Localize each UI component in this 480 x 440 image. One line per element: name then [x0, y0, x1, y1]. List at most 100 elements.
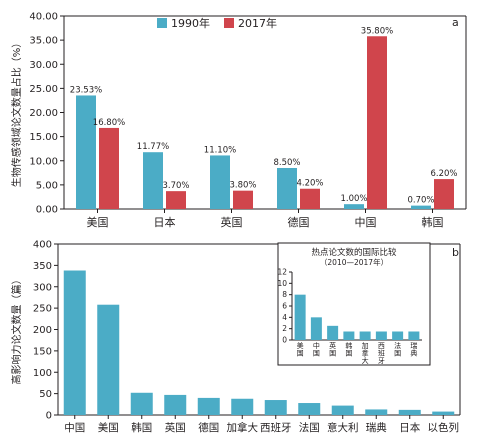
inset-x-tick-char: 班: [378, 349, 385, 358]
panel-a-data-label: 6.20%: [430, 169, 457, 179]
panel-a-bar: [367, 36, 387, 209]
panel-b-x-tick-label: 以色列: [428, 421, 460, 434]
panel-b-y-tick-label: 250: [33, 304, 52, 315]
panel-b-bar: [264, 400, 287, 415]
inset-x-tick-char: 国: [297, 350, 304, 358]
inset-x-tick-char: 大: [362, 356, 369, 365]
inset-y-tick-label: 2: [282, 324, 287, 333]
panel-b-bar: [432, 411, 455, 415]
panel-b-bar: [298, 403, 321, 415]
panel-b-y-tick-label: 50: [39, 389, 52, 400]
panel-a-data-label: 16.80%: [93, 118, 125, 128]
panel-a-bar: [434, 179, 454, 209]
panel-b-x-tick-label: 西班牙: [260, 422, 292, 434]
inset-bar: [392, 331, 404, 340]
panel-b-bar: [130, 392, 153, 415]
inset-x-tick-label: 韩国: [345, 341, 352, 358]
inset-x-tick-char: 加: [362, 341, 369, 350]
panel-a-x-tick-label: 美国: [87, 216, 109, 229]
inset-x-tick-label: 英国: [329, 341, 336, 358]
panel-b-y-tick-label: 100: [33, 368, 52, 379]
panel-b-letter: b: [452, 246, 459, 259]
panel-a-bar: [143, 152, 163, 209]
inset-x-tick-char: 法: [394, 341, 401, 350]
inset-subtitle: （2010—2017年）: [320, 257, 388, 267]
panel-a-x-tick-label: 英国: [221, 215, 243, 229]
panel-b-bar: [398, 409, 421, 415]
inset-x-tick-char: 牙: [378, 357, 385, 365]
inset-x-tick-char: 国: [345, 350, 352, 358]
panel-a-data-label: 23.53%: [70, 85, 102, 95]
inset-y-tick-label: 8: [282, 290, 287, 299]
panel-a-bar: [233, 190, 253, 209]
panel-a-data-label: 3.70%: [162, 181, 189, 191]
inset-bar: [343, 331, 355, 340]
panel-a-data-label: 11.77%: [137, 142, 169, 152]
panel-a-bar: [99, 127, 119, 209]
panel-b-y-tick-label: 350: [33, 261, 52, 272]
panel-a-data-label: 1.00%: [340, 194, 367, 204]
panel-b-y-tick-label: 150: [33, 346, 52, 357]
inset-bar: [310, 317, 322, 340]
panel-a-legend-swatch: [224, 18, 234, 28]
panel-b-bar: [231, 398, 254, 415]
panel-a-y-tick-label: 35.00: [29, 36, 58, 47]
inset-y-tick-label: 4: [282, 313, 287, 322]
panel-a-data-label: 0.70%: [407, 196, 434, 206]
panel-a-data-label: 3.80%: [229, 181, 256, 191]
inset-x-tick-char: 国: [329, 350, 336, 358]
panel-a-y-tick-label: 5.00: [36, 180, 58, 191]
inset-title: 热点论文数的国际比较: [311, 247, 397, 258]
panel-a-data-label: 8.50%: [273, 158, 300, 168]
panel-a-bar: [166, 191, 186, 209]
inset-y-tick-label: 12: [277, 268, 287, 277]
panel-a-y-axis-label: 生物传感领域论文数量占比（%）: [10, 38, 23, 188]
panel-a-y-tick-label: 0.00: [36, 205, 58, 216]
panel-b-y-tick-label: 400: [33, 240, 52, 251]
panel-b-bar: [197, 397, 220, 415]
panel-b-bar: [63, 270, 86, 415]
inset-x-tick-char: 瑞: [410, 341, 417, 350]
panel-b-y-tick-label: 0: [46, 411, 52, 422]
panel-a-legend-label: 1990年: [171, 16, 210, 30]
panel-a-letter: a: [452, 16, 459, 29]
inset-x-tick-label: 美国: [297, 341, 304, 358]
inset-x-tick-char: 英: [329, 341, 336, 350]
panel-b-x-tick-label: 瑞典: [366, 421, 387, 434]
panel-b-x-tick-label: 法国: [299, 421, 320, 434]
panel-b-inset: 热点论文数的国际比较（2010—2017年）024681012美国中国英国韩国加…: [277, 242, 431, 366]
inset-bar: [408, 331, 420, 340]
inset-x-tick-char: 典: [410, 349, 417, 358]
panel-b-y-tick-label: 300: [33, 282, 52, 293]
panel-a-x-tick-label: 德国: [288, 215, 310, 229]
inset-y-tick-label: 0: [282, 336, 287, 345]
inset-x-tick-char: 拿: [362, 349, 369, 358]
panel-a-data-label: 4.20%: [296, 179, 323, 189]
panel-b-y-axis-label: 高影响力论文数量（篇）: [10, 275, 23, 385]
panel-b-x-tick-label: 英国: [165, 421, 186, 434]
panel-a-legend-label: 2017年: [238, 16, 277, 30]
panel-b-x-tick-label: 意大利: [327, 421, 359, 434]
panel-b-y-tick-label: 200: [33, 325, 52, 336]
panel-a-y-tick-label: 25.00: [29, 84, 58, 95]
panel-a-bar: [277, 167, 297, 209]
panel-a-legend-swatch: [157, 18, 167, 28]
inset-x-tick-label: 中国: [313, 341, 320, 358]
panel-a-y-tick-label: 40.00: [29, 12, 58, 23]
panel-b-x-tick-label: 中国: [64, 421, 85, 434]
panel-a-x-tick-label: 韩国: [422, 215, 444, 229]
panel-a-y-tick-label: 30.00: [29, 60, 58, 71]
panel-b-bar: [365, 409, 388, 415]
inset-bar: [359, 331, 371, 340]
inset-bar: [375, 331, 387, 340]
panel-b-bar: [331, 405, 354, 415]
panel-a-x-tick-label: 日本: [154, 215, 176, 229]
inset-x-tick-char: 韩: [345, 341, 352, 350]
panel-b-x-tick-label: 日本: [399, 421, 420, 434]
panel-b-x-tick-label: 德国: [198, 421, 219, 434]
inset-x-tick-char: 国: [394, 350, 401, 358]
panel-a-data-label: 35.80%: [361, 26, 393, 36]
inset-x-tick-label: 加拿大: [362, 341, 369, 365]
